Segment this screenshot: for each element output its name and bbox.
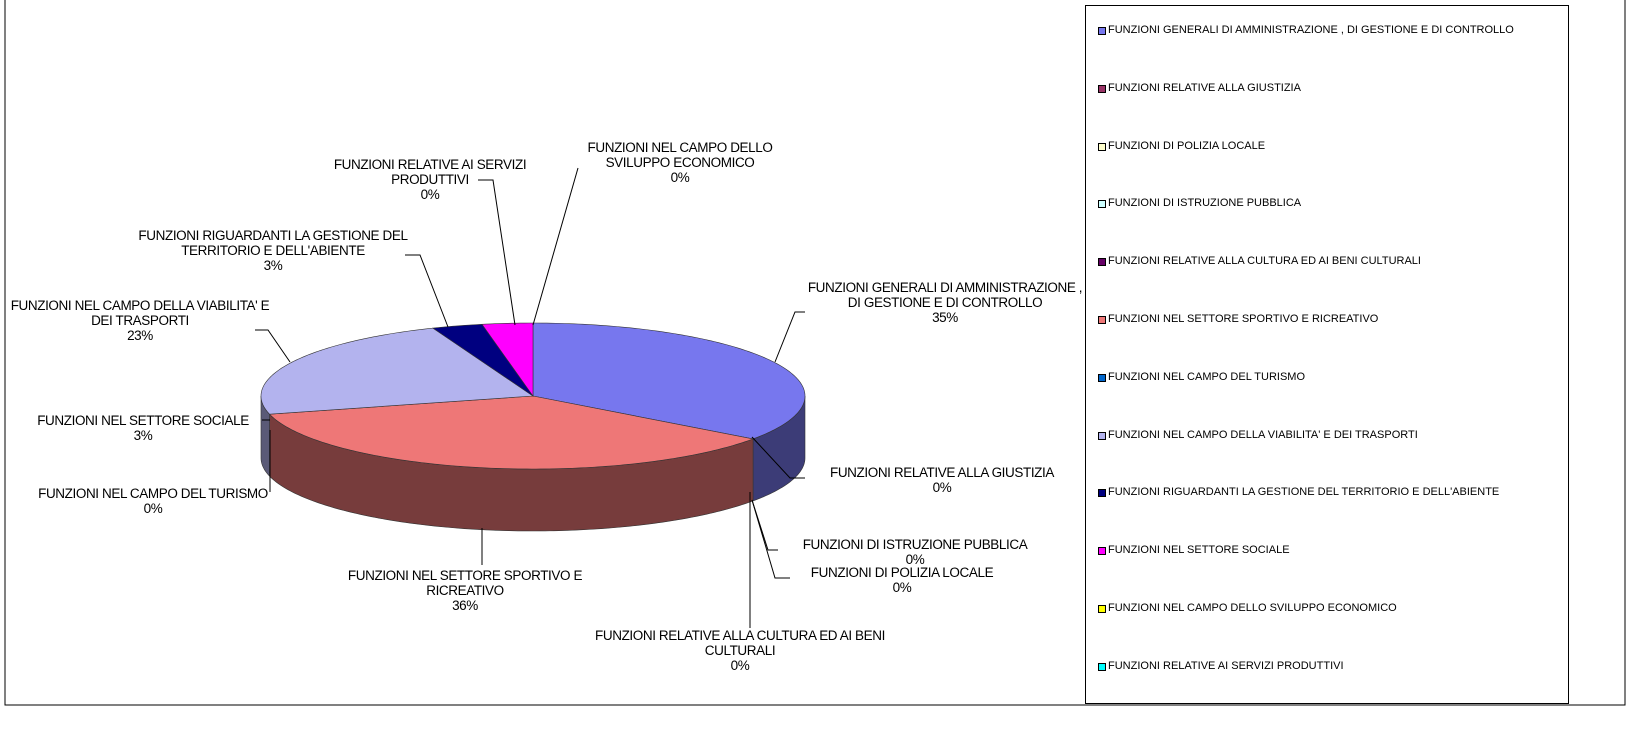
slice-top bbox=[268, 395, 755, 470]
legend-swatch bbox=[1098, 84, 1106, 93]
leader-line bbox=[255, 329, 291, 363]
legend-label: FUNZIONI NEL CAMPO DELLO SVILUPPO ECONOM… bbox=[1108, 602, 1397, 614]
data-label-value: 23% bbox=[127, 328, 153, 343]
data-label-value: 0% bbox=[892, 580, 912, 595]
legend-item: FUNZIONI DI ISTRUZIONE PUBBLICA bbox=[1098, 197, 1548, 210]
legend-item: FUNZIONI GENERALI DI AMMINISTRAZIONE , D… bbox=[1098, 24, 1548, 37]
legend-label: FUNZIONI RELATIVE ALLA CULTURA ED AI BEN… bbox=[1108, 255, 1421, 268]
slice-top bbox=[532, 322, 806, 440]
data-label-value: 0% bbox=[905, 552, 925, 567]
data-label-name: FUNZIONI NEL CAMPO DEL TURISMO bbox=[38, 486, 268, 501]
data-label: FUNZIONI NEL SETTORE SPORTIVO E RICREATI… bbox=[315, 568, 615, 613]
legend-label: FUNZIONI DI POLIZIA LOCALE bbox=[1108, 139, 1266, 152]
legend-swatch bbox=[1098, 547, 1106, 556]
slice bbox=[260, 327, 534, 477]
leader-line bbox=[774, 311, 805, 363]
legend-item: FUNZIONI NEL CAMPO DELLA VIABILITA' E DE… bbox=[1098, 428, 1548, 442]
data-label-name: FUNZIONI NEL CAMPO DELLO SVILUPPO ECONOM… bbox=[587, 140, 773, 170]
legend-swatch bbox=[1098, 662, 1106, 671]
data-label: FUNZIONI NEL SETTORE SOCIALE 3% bbox=[8, 413, 278, 443]
legend-swatch bbox=[1098, 316, 1106, 324]
legend-item: FUNZIONI NEL CAMPO DEL TURISMO bbox=[1098, 370, 1548, 384]
data-label-name: FUNZIONI RELATIVE AI SERVIZI PRODUTTIVI bbox=[333, 157, 527, 187]
data-label-name: FUNZIONI RELATIVE ALLA GIUSTIZIA bbox=[829, 465, 1054, 480]
data-label-name: FUNZIONI RELATIVE ALLA CULTURA ED AI BEN… bbox=[595, 628, 885, 658]
data-label-value: 3% bbox=[133, 428, 153, 443]
data-label: FUNZIONI RELATIVE ALLA GIUSTIZIA 0% bbox=[797, 465, 1087, 495]
data-label-value: 0% bbox=[730, 658, 750, 673]
data-label-value: 36% bbox=[452, 598, 478, 613]
data-label-name: FUNZIONI NEL SETTORE SPORTIVO E RICREATI… bbox=[347, 568, 583, 598]
data-label-name: FUNZIONI DI POLIZIA LOCALE bbox=[810, 565, 994, 580]
slice-top bbox=[432, 323, 534, 397]
data-label-value: 0% bbox=[143, 501, 163, 516]
data-label: FUNZIONI RIGUARDANTI LA GESTIONE DEL TER… bbox=[123, 228, 423, 273]
data-label-name: FUNZIONI RIGUARDANTI LA GESTIONE DEL TER… bbox=[138, 228, 408, 258]
legend-item: FUNZIONI NEL CAMPO DELLO SVILUPPO ECONOM… bbox=[1098, 602, 1548, 615]
legend-label: FUNZIONI NEL CAMPO DELLA VIABILITA' E DE… bbox=[1108, 428, 1418, 441]
data-label-name: FUNZIONI GENERALI DI AMMINISTRAZIONE , D… bbox=[807, 280, 1083, 310]
legend-item: FUNZIONI DI POLIZIA LOCALE bbox=[1098, 139, 1548, 153]
slice-top bbox=[260, 327, 534, 415]
legend-label: FUNZIONI RIGUARDANTI LA GESTIONE DEL TER… bbox=[1108, 486, 1500, 499]
data-label-name: FUNZIONI DI ISTRUZIONE PUBBLICA bbox=[802, 537, 1028, 552]
legend-swatch bbox=[1098, 200, 1106, 209]
legend-swatch bbox=[1098, 489, 1106, 498]
plot-frame bbox=[4, 0, 1626, 706]
legend-label: FUNZIONI DI ISTRUZIONE PUBBLICA bbox=[1108, 197, 1302, 210]
legend-item: FUNZIONI RIGUARDANTI LA GESTIONE DEL TER… bbox=[1098, 486, 1548, 499]
legend-item: FUNZIONI RELATIVE ALLA GIUSTIZIA bbox=[1098, 81, 1548, 95]
legend-item: FUNZIONI NEL SETTORE SOCIALE bbox=[1098, 544, 1548, 557]
data-label: FUNZIONI RELATIVE ALLA CULTURA ED AI BEN… bbox=[585, 628, 895, 673]
data-label-value: 35% bbox=[932, 310, 958, 325]
data-label: FUNZIONI DI ISTRUZIONE PUBBLICA 0% bbox=[770, 537, 1060, 567]
data-label-value: 0% bbox=[670, 170, 690, 185]
leader-line bbox=[751, 499, 778, 551]
legend-swatch bbox=[1098, 373, 1106, 382]
legend-item: FUNZIONI NEL SETTORE SPORTIVO E RICREATI… bbox=[1098, 313, 1548, 326]
legend-swatch bbox=[1098, 27, 1106, 35]
leader-line bbox=[478, 179, 516, 326]
leader-line bbox=[751, 436, 805, 479]
leader-line bbox=[532, 167, 579, 326]
data-label: FUNZIONI RELATIVE AI SERVIZI PRODUTTIVI 0… bbox=[300, 157, 560, 202]
legend-label: FUNZIONI GENERALI DI AMMINISTRAZIONE , D… bbox=[1108, 24, 1514, 36]
legend-label: FUNZIONI NEL CAMPO DEL TURISMO bbox=[1108, 370, 1306, 383]
legend-item: FUNZIONI RELATIVE AI SERVIZI PRODUTTIVI bbox=[1098, 659, 1548, 673]
legend-label: FUNZIONI RELATIVE ALLA GIUSTIZIA bbox=[1108, 81, 1301, 94]
leader-line bbox=[751, 499, 790, 579]
data-label: FUNZIONI NEL CAMPO DELLO SVILUPPO ECONOM… bbox=[560, 140, 800, 185]
data-label: FUNZIONI NEL CAMPO DEL TURISMO 0% bbox=[38, 486, 268, 516]
legend: FUNZIONI GENERALI DI AMMINISTRAZIONE , D… bbox=[1085, 5, 1569, 704]
leader-line bbox=[405, 254, 449, 328]
legend-swatch bbox=[1098, 605, 1106, 613]
data-label-value: 0% bbox=[420, 187, 440, 202]
slice bbox=[268, 395, 755, 532]
data-label: FUNZIONI NEL CAMPO DELLA VIABILITA' E DE… bbox=[10, 298, 270, 343]
legend-item: FUNZIONI RELATIVE ALLA CULTURA ED AI BEN… bbox=[1098, 255, 1548, 268]
data-label-value: 3% bbox=[263, 258, 283, 273]
data-label: FUNZIONI DI POLIZIA LOCALE 0% bbox=[777, 565, 1027, 595]
data-label: FUNZIONI GENERALI DI AMMINISTRAZIONE , D… bbox=[800, 280, 1090, 325]
slice-top bbox=[481, 322, 534, 397]
legend-swatch bbox=[1098, 258, 1106, 267]
slice bbox=[432, 323, 534, 397]
data-label-name: FUNZIONI NEL SETTORE SOCIALE bbox=[37, 413, 249, 428]
legend-swatch bbox=[1098, 142, 1106, 151]
data-label-value: 0% bbox=[932, 480, 952, 495]
slice bbox=[481, 322, 534, 397]
legend-swatch bbox=[1098, 431, 1106, 440]
legend-label: FUNZIONI RELATIVE AI SERVIZI PRODUTTIVI bbox=[1108, 659, 1344, 672]
legend-label: FUNZIONI NEL SETTORE SOCIALE bbox=[1108, 544, 1290, 557]
data-label-name: FUNZIONI NEL CAMPO DELLA VIABILITA' E DE… bbox=[10, 298, 270, 328]
slice bbox=[532, 322, 806, 502]
legend-label: FUNZIONI NEL SETTORE SPORTIVO E RICREATI… bbox=[1108, 313, 1379, 325]
